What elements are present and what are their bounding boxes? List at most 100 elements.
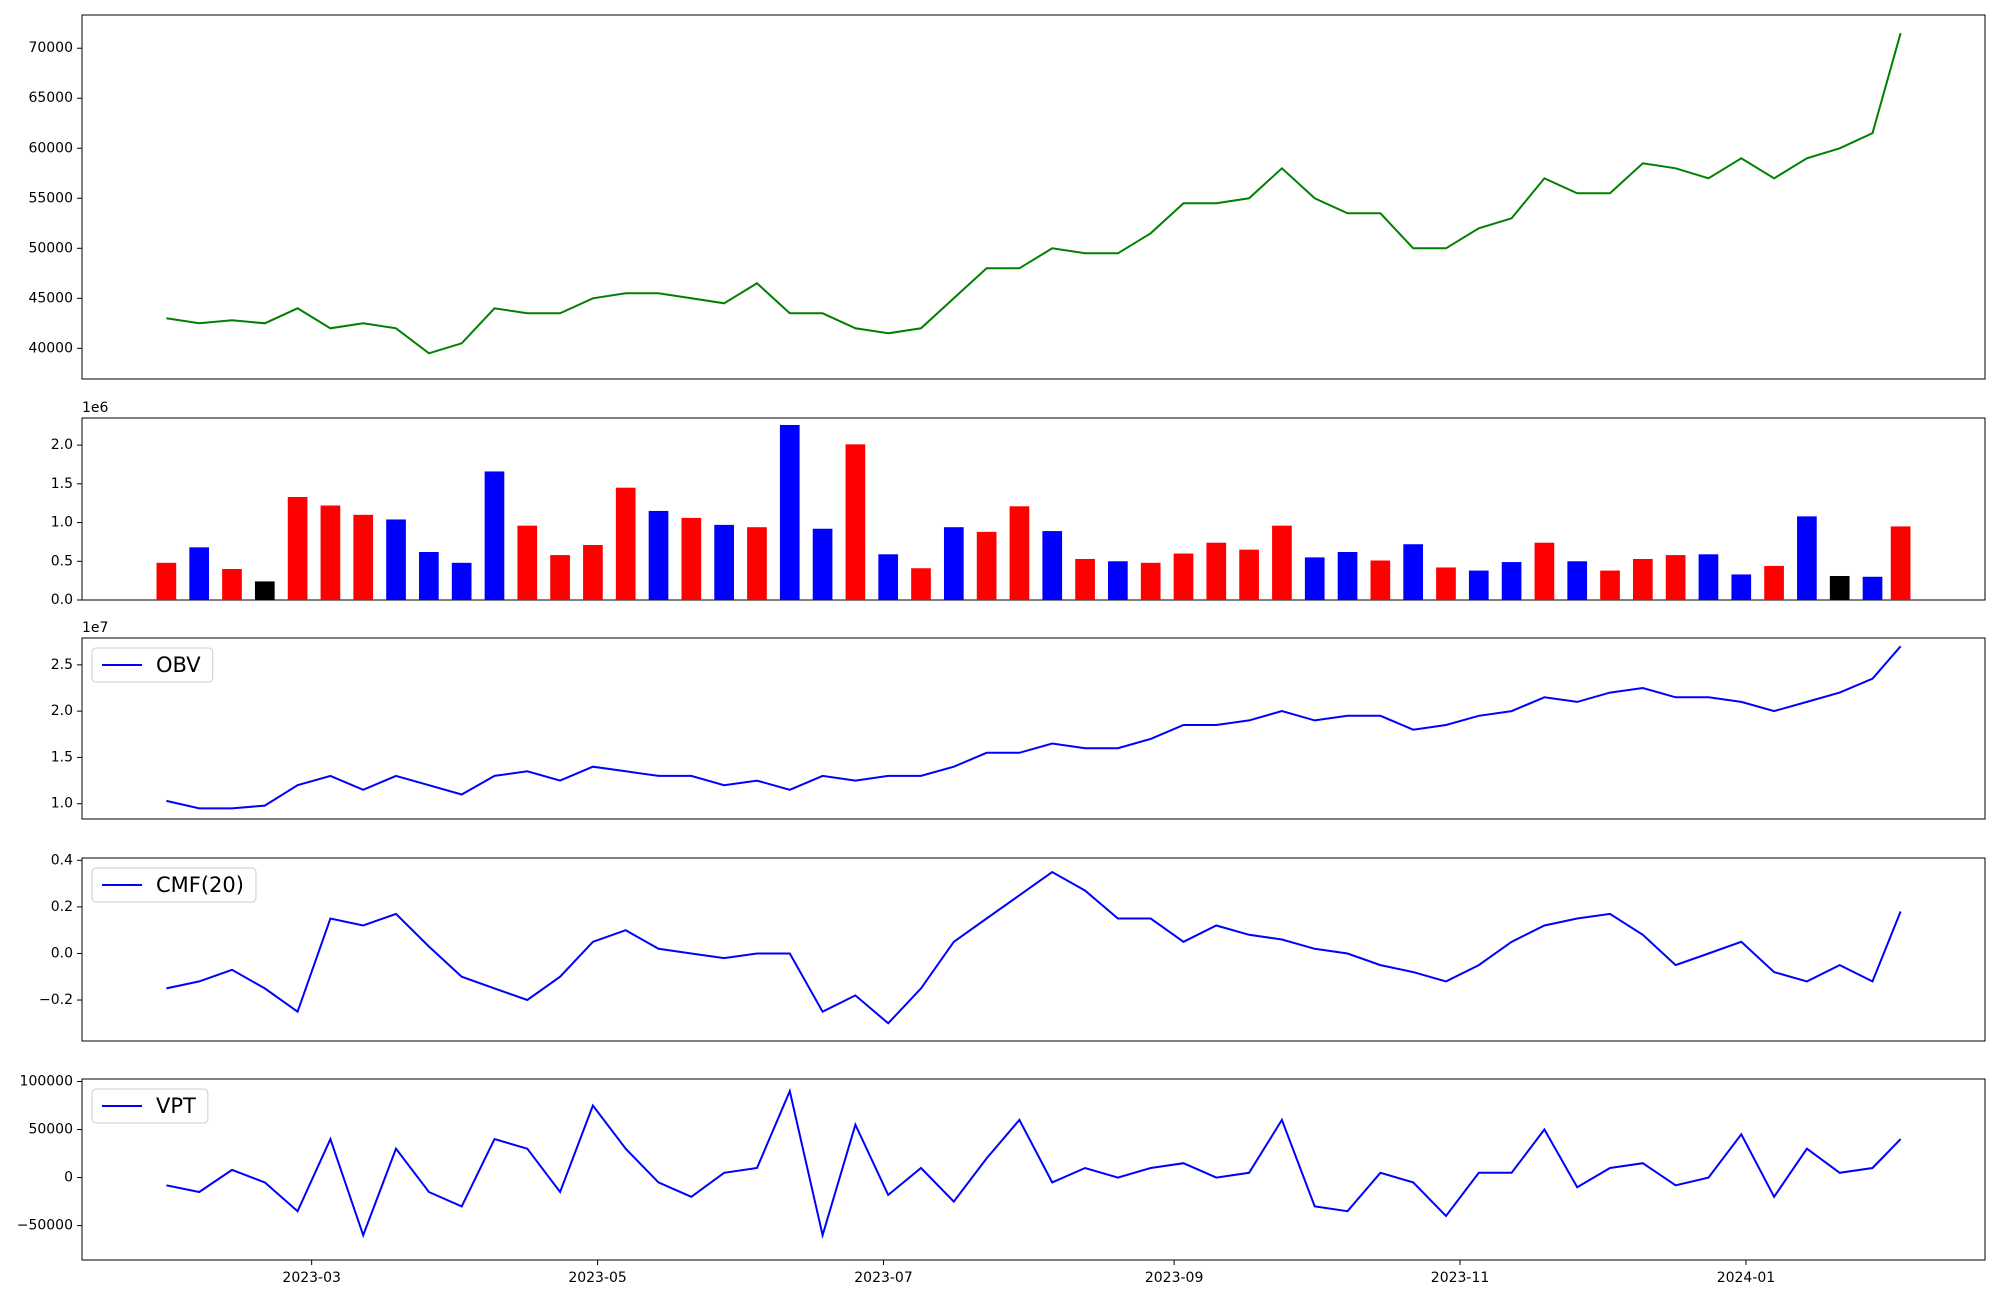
volume-bar <box>419 551 439 600</box>
y-tick-label: 1.0 <box>51 515 73 531</box>
legend-label: OBV <box>156 653 201 677</box>
volume-bar <box>1140 562 1161 600</box>
x-tick-label: 2023-11 <box>1431 1270 1490 1286</box>
volume-bar <box>1009 506 1030 600</box>
volume-bar <box>878 554 899 600</box>
legend-box <box>91 867 257 903</box>
x-tick-label: 2023-03 <box>282 1270 341 1286</box>
volume-bar <box>911 568 931 600</box>
axes-frame <box>81 857 1986 1042</box>
volume-bar <box>976 531 997 600</box>
y-tick-label: 55000 <box>28 190 73 206</box>
axes-frame <box>81 637 1986 820</box>
volume-bar <box>1436 567 1456 600</box>
volume-bar <box>583 545 603 600</box>
volume-bar <box>353 514 374 600</box>
volume-bar <box>1890 526 1911 600</box>
volume-bar <box>1304 557 1325 600</box>
line-series <box>166 1087 1902 1240</box>
y-tick-label: 65000 <box>28 90 73 106</box>
volume-bar <box>1108 561 1128 600</box>
volume-bar <box>320 505 341 600</box>
axes-frame <box>81 417 1986 601</box>
volume-bar <box>1173 553 1194 600</box>
volume-bar <box>484 471 505 600</box>
volume-bar <box>1862 576 1883 600</box>
volume-bar <box>1337 551 1358 600</box>
y-tick-label: 50000 <box>28 240 73 256</box>
axis-offset-label: 1e6 <box>82 400 109 416</box>
volume-bar <box>189 547 210 600</box>
volume-bar <box>812 528 833 600</box>
y-tick-label: 0.0 <box>51 945 73 961</box>
volume-bar <box>254 581 275 600</box>
volume-bar <box>517 525 538 600</box>
y-tick-label: 50000 <box>28 1122 73 1138</box>
volume-bar <box>1698 554 1719 600</box>
volume-bar <box>845 444 866 600</box>
y-tick-label: 1.0 <box>51 796 73 812</box>
y-tick-label: 0.4 <box>51 852 73 868</box>
volume-bar <box>648 510 669 600</box>
volume-bar <box>1731 574 1752 600</box>
legend-label: VPT <box>156 1094 196 1118</box>
volume-bar <box>1632 558 1653 600</box>
y-tick-label: 1.5 <box>51 749 73 765</box>
y-tick-label: 60000 <box>28 140 73 156</box>
volume-bar <box>714 524 734 600</box>
line-series <box>166 645 1902 810</box>
volume-bar <box>779 424 800 600</box>
volume-bar <box>1600 570 1620 600</box>
x-tick-label: 2023-07 <box>854 1270 913 1286</box>
volume-bar <box>747 527 767 600</box>
volume-bar <box>386 519 406 600</box>
volume-bar <box>1468 570 1489 600</box>
volume-bar <box>1370 560 1391 600</box>
volume-bar <box>1206 542 1227 600</box>
y-tick-label: 2.0 <box>51 703 73 719</box>
volume-bar <box>615 487 636 600</box>
axes-frame <box>81 1078 1986 1261</box>
volume-bar <box>1534 542 1555 600</box>
volume-bar <box>1403 544 1424 600</box>
volume-bar <box>1239 549 1259 600</box>
axes-frame <box>81 14 1986 380</box>
volume-bar <box>1042 531 1063 600</box>
x-tick-label: 2024-01 <box>1717 1270 1776 1286</box>
volume-bar <box>1075 558 1095 600</box>
y-tick-label: 0 <box>64 1170 73 1186</box>
volume-bar <box>1797 516 1817 600</box>
volume-bar <box>943 527 964 600</box>
legend-box <box>91 1088 209 1124</box>
y-tick-label: −50000 <box>17 1218 73 1234</box>
x-tick-label: 2023-05 <box>568 1270 627 1286</box>
volume-bar <box>1764 565 1784 600</box>
y-tick-label: 0.0 <box>51 592 73 608</box>
volume-bar <box>1829 575 1850 600</box>
volume-bar <box>1665 555 1686 600</box>
legend-box <box>91 647 214 683</box>
y-tick-label: 2.0 <box>51 437 73 453</box>
volume-bar <box>451 562 472 600</box>
legend-label: CMF(20) <box>156 873 244 897</box>
y-tick-label: 40000 <box>28 340 73 356</box>
y-tick-label: 1.5 <box>51 476 73 492</box>
volume-bar <box>1272 525 1292 600</box>
y-tick-label: −0.2 <box>39 992 73 1008</box>
volume-bar <box>681 517 702 600</box>
y-tick-label: 70000 <box>28 40 73 56</box>
axis-offset-label: 1e7 <box>82 620 108 636</box>
y-tick-label: 0.2 <box>51 899 73 915</box>
x-tick-label: 2023-09 <box>1145 1270 1204 1286</box>
y-tick-label: 100000 <box>20 1073 73 1089</box>
y-tick-label: 2.5 <box>51 657 73 673</box>
y-tick-label: 45000 <box>28 290 73 306</box>
volume-bar <box>222 569 242 600</box>
y-tick-label: 0.5 <box>51 553 73 569</box>
volume-bar <box>550 555 570 600</box>
volume-bar <box>1501 562 1522 600</box>
line-series <box>166 32 1902 355</box>
volume-bar <box>156 562 177 600</box>
